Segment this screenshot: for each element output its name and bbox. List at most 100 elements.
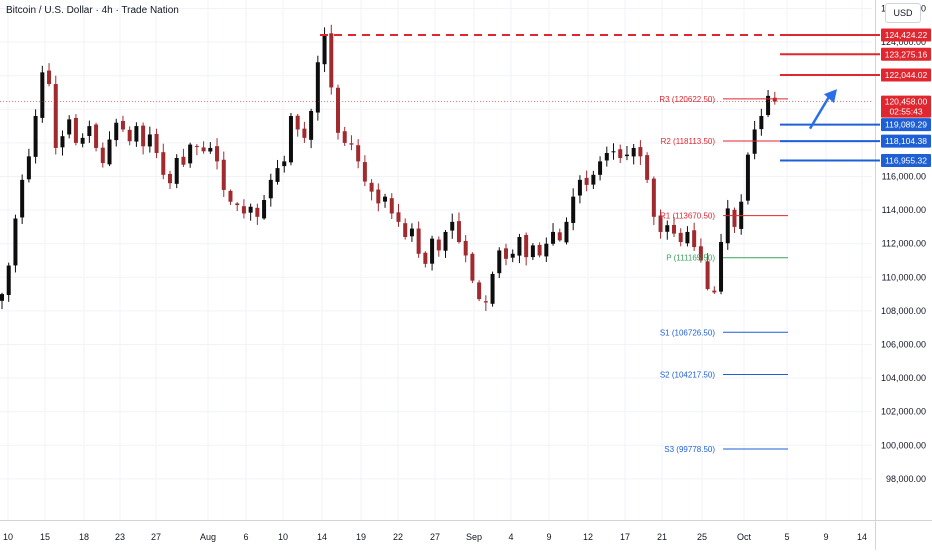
candle (228, 189, 233, 205)
candle-body (497, 250, 502, 274)
candle (188, 142, 193, 168)
candle-body (376, 189, 381, 204)
candle-body (483, 301, 488, 303)
candle-body (638, 147, 643, 157)
candle-body (201, 147, 206, 152)
y-tick-label: 98,000.00 (886, 474, 926, 484)
x-tick-label: 10 (3, 532, 13, 542)
candle-body (161, 152, 166, 175)
candle (147, 126, 152, 153)
candle-body (208, 147, 213, 152)
candle-body (551, 231, 556, 244)
x-tick-label: Oct (737, 532, 752, 542)
x-tick-label: 27 (151, 532, 161, 542)
candle (215, 138, 220, 170)
candle (194, 144, 199, 156)
candle (530, 243, 535, 261)
candle-body (692, 230, 697, 248)
candle (571, 188, 576, 231)
candle-body (524, 234, 529, 258)
candle-body (732, 209, 737, 227)
candle (268, 173, 273, 207)
candle-body (141, 125, 146, 147)
candle-body (40, 72, 45, 118)
candle (544, 237, 549, 262)
candle-body (80, 137, 85, 144)
currency-button[interactable]: USD (885, 3, 921, 23)
candle (329, 24, 334, 95)
candle-body (443, 231, 448, 251)
x-tick-label: 14 (857, 532, 867, 542)
candle (490, 271, 495, 307)
candle (262, 194, 267, 220)
candle (288, 112, 293, 166)
candle-body (100, 147, 105, 164)
candle (745, 152, 750, 205)
candle (60, 130, 65, 156)
candle-body (510, 253, 515, 258)
candle (309, 108, 314, 149)
candle-body (356, 145, 361, 162)
candle-body (383, 196, 388, 202)
y-tick-label: 108,000.00 (881, 306, 926, 316)
candle-body (611, 151, 616, 153)
candle-body (725, 208, 730, 244)
candle-body (678, 232, 683, 243)
candle (342, 126, 347, 147)
candle-body (87, 126, 92, 137)
candle (336, 84, 340, 140)
candle (127, 126, 132, 146)
candle (678, 228, 683, 247)
candle (651, 176, 656, 226)
candle (409, 223, 414, 242)
candle-body (604, 152, 609, 161)
candle-body (719, 242, 724, 292)
key-level-label: 119,089.29 (885, 120, 927, 130)
x-tick-label: 12 (583, 532, 593, 542)
candle-body (262, 200, 267, 219)
candle (470, 252, 475, 284)
candle-body (53, 84, 58, 148)
candle-body (302, 128, 307, 138)
candle (383, 193, 388, 208)
candle (665, 220, 670, 240)
chart-title: Bitcoin / U.S. Dollar · 4h · Trade Natio… (6, 5, 179, 16)
candle-body (450, 221, 455, 231)
candle (181, 148, 186, 167)
key-level-badge (881, 47, 931, 61)
candle (618, 144, 623, 164)
key-level-label: 123,275.16 (885, 49, 928, 59)
candle (658, 209, 663, 239)
x-tick-label: 25 (697, 532, 707, 542)
candle (26, 148, 31, 183)
candle (275, 159, 280, 185)
candle (403, 218, 408, 240)
x-tick-label: 21 (657, 532, 667, 542)
candle (295, 114, 300, 137)
candle-body (759, 116, 764, 130)
candle (672, 217, 676, 238)
candle-body (275, 168, 280, 182)
candle-body (651, 178, 656, 217)
countdown-label: 02:55:43 (889, 107, 922, 117)
candle-body (598, 161, 603, 175)
candle-body (349, 143, 354, 145)
candle (477, 280, 482, 302)
candle (698, 238, 703, 263)
candle (712, 286, 717, 294)
candle (349, 135, 354, 151)
x-tick-label: 4 (508, 532, 513, 542)
candle-body (309, 110, 314, 140)
candle (282, 155, 287, 173)
candle-body (322, 35, 327, 65)
candle-body (0, 294, 4, 301)
y-tick-label: 102,000.00 (881, 407, 926, 417)
candle (80, 133, 85, 148)
forecast-arrow-head (824, 89, 837, 104)
candle-body (94, 124, 99, 148)
candle-body (60, 136, 65, 148)
candle (13, 214, 18, 273)
candle-body (67, 119, 72, 135)
